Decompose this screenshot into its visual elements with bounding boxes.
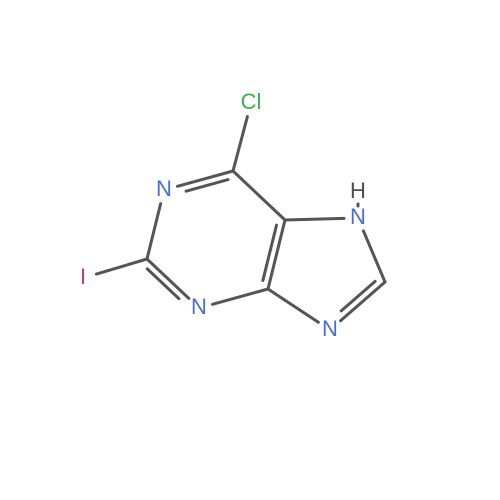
- bond-C6-N1: [177, 171, 233, 186]
- bond-C5-C6: [233, 171, 285, 220]
- bond-N9-C4: [268, 289, 318, 322]
- atom-H7: H: [350, 178, 366, 203]
- bond-C2-N3: [147, 259, 189, 298]
- bond-C5-N7: [285, 218, 344, 220]
- chemical-structure: NNNHNClI: [0, 0, 500, 500]
- bond-C8-N9: [341, 282, 385, 321]
- atom-Cl: Cl: [241, 89, 262, 114]
- atom-N7: N: [350, 204, 366, 229]
- bond-C2-I: [96, 259, 147, 274]
- atom-N1: N: [156, 176, 172, 201]
- bond-N7-C8: [363, 231, 385, 282]
- atom-N3: N: [191, 294, 207, 319]
- atom-I: I: [80, 264, 86, 289]
- bond-N3-C4: [212, 289, 268, 304]
- atom-N9: N: [322, 316, 338, 341]
- bond-N1-C2: [147, 204, 161, 259]
- bond-C4-C5-inner: [263, 225, 277, 280]
- bond-C6-Cl: [233, 117, 247, 171]
